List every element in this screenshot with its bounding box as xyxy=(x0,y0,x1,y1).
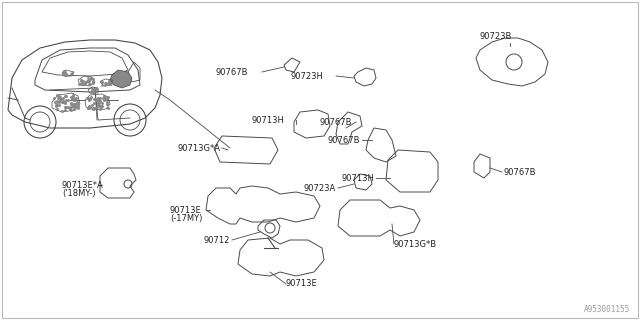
Text: 90713E: 90713E xyxy=(286,279,317,289)
Text: 90713G*A: 90713G*A xyxy=(177,143,220,153)
Text: 90713H: 90713H xyxy=(341,173,374,182)
Text: 90713G*B: 90713G*B xyxy=(394,239,437,249)
Text: 90723H: 90723H xyxy=(290,71,323,81)
Text: 90713E*A: 90713E*A xyxy=(62,180,104,189)
Text: ('18MY-): ('18MY-) xyxy=(62,188,95,197)
Text: 90767B: 90767B xyxy=(328,135,360,145)
Text: 90713H: 90713H xyxy=(251,116,284,124)
Polygon shape xyxy=(110,70,132,88)
Text: 90713E: 90713E xyxy=(170,205,202,214)
Text: 90767B: 90767B xyxy=(320,117,353,126)
Text: 90723B: 90723B xyxy=(480,31,512,41)
Text: A953001155: A953001155 xyxy=(584,305,630,314)
Text: 90712: 90712 xyxy=(204,236,230,244)
Text: (-17MY): (-17MY) xyxy=(170,213,202,222)
Text: 90723A: 90723A xyxy=(304,183,336,193)
Text: 90767B: 90767B xyxy=(504,167,536,177)
Text: 90767B: 90767B xyxy=(216,68,248,76)
